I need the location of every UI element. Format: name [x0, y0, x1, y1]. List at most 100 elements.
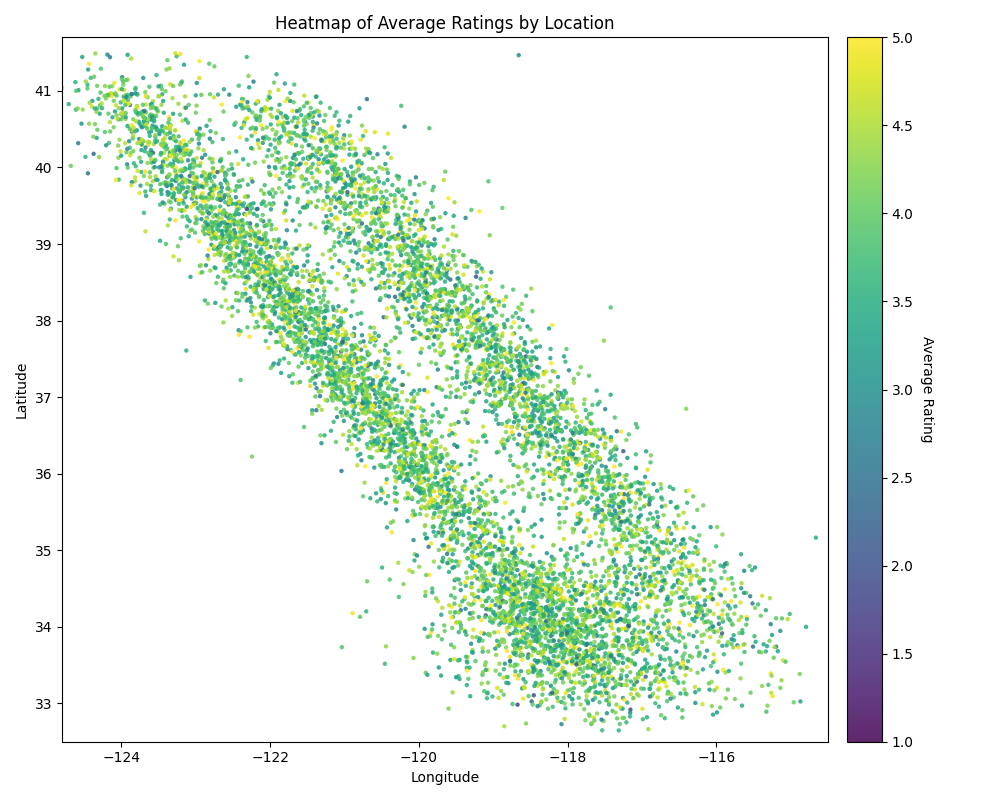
Point — [290, 377, 306, 390]
Point — [682, 574, 698, 587]
Point — [310, 319, 326, 332]
Point — [529, 562, 545, 575]
Point — [613, 599, 629, 612]
Point — [118, 106, 134, 119]
Point — [436, 309, 452, 322]
Point — [430, 332, 446, 345]
Point — [560, 632, 576, 645]
Point — [131, 115, 147, 128]
Point — [412, 508, 428, 521]
Point — [447, 250, 463, 262]
Point — [498, 614, 514, 627]
Point — [634, 523, 650, 536]
Point — [382, 433, 398, 446]
Point — [524, 345, 540, 358]
Point — [229, 203, 245, 216]
Point — [178, 102, 194, 114]
Point — [551, 657, 567, 670]
Point — [217, 170, 233, 182]
Point — [529, 572, 545, 585]
Point — [344, 607, 360, 620]
Point — [494, 356, 510, 369]
Point — [666, 671, 682, 684]
Point — [261, 342, 277, 354]
Point — [648, 573, 664, 586]
Point — [411, 275, 427, 288]
Point — [374, 406, 390, 418]
Point — [586, 642, 602, 655]
Point — [204, 222, 220, 234]
Point — [474, 521, 490, 534]
Point — [326, 369, 342, 382]
Point — [593, 638, 609, 651]
Point — [420, 630, 436, 643]
Point — [508, 514, 524, 526]
Point — [370, 414, 386, 426]
Point — [272, 283, 288, 296]
Point — [503, 321, 519, 334]
Point — [674, 568, 690, 581]
Point — [630, 515, 646, 528]
Point — [344, 383, 360, 396]
Point — [465, 557, 481, 570]
Point — [227, 209, 243, 222]
Point — [486, 351, 502, 364]
Point — [278, 238, 294, 250]
Point — [308, 316, 324, 329]
Point — [458, 629, 474, 642]
Point — [414, 500, 430, 513]
Point — [497, 575, 513, 588]
Point — [522, 590, 538, 603]
Point — [109, 109, 125, 122]
Point — [134, 138, 150, 151]
Point — [408, 171, 424, 184]
Point — [234, 122, 250, 134]
Point — [263, 254, 279, 267]
Point — [195, 177, 211, 190]
Point — [264, 273, 280, 286]
Point — [523, 427, 539, 440]
Point — [286, 295, 302, 308]
Point — [366, 438, 382, 450]
Point — [372, 406, 388, 418]
Point — [333, 172, 349, 185]
Point — [568, 588, 584, 601]
Point — [468, 326, 484, 338]
Point — [736, 646, 752, 658]
Point — [199, 219, 215, 232]
Point — [511, 340, 527, 353]
Point — [241, 252, 257, 265]
Point — [355, 368, 371, 381]
Point — [485, 330, 501, 342]
Point — [201, 227, 217, 240]
Point — [704, 593, 720, 606]
Point — [258, 226, 274, 239]
Point — [257, 278, 273, 291]
Point — [238, 253, 254, 266]
Point — [531, 430, 547, 442]
Point — [692, 603, 708, 616]
Point — [346, 370, 362, 382]
Point — [695, 663, 711, 676]
Point — [472, 565, 488, 578]
Point — [273, 330, 289, 343]
Point — [479, 292, 495, 305]
Point — [579, 670, 595, 682]
Point — [649, 506, 665, 518]
Point — [276, 262, 292, 275]
Point — [444, 554, 460, 567]
Point — [297, 338, 313, 351]
Point — [445, 529, 461, 542]
Point — [539, 587, 555, 600]
Point — [378, 338, 394, 351]
Point — [378, 366, 394, 379]
Point — [104, 87, 120, 100]
Point — [283, 158, 299, 171]
Point — [334, 641, 350, 654]
Point — [419, 266, 435, 278]
Point — [372, 378, 388, 390]
Point — [509, 658, 525, 671]
Point — [539, 426, 555, 439]
Point — [568, 666, 584, 678]
Point — [389, 392, 405, 405]
